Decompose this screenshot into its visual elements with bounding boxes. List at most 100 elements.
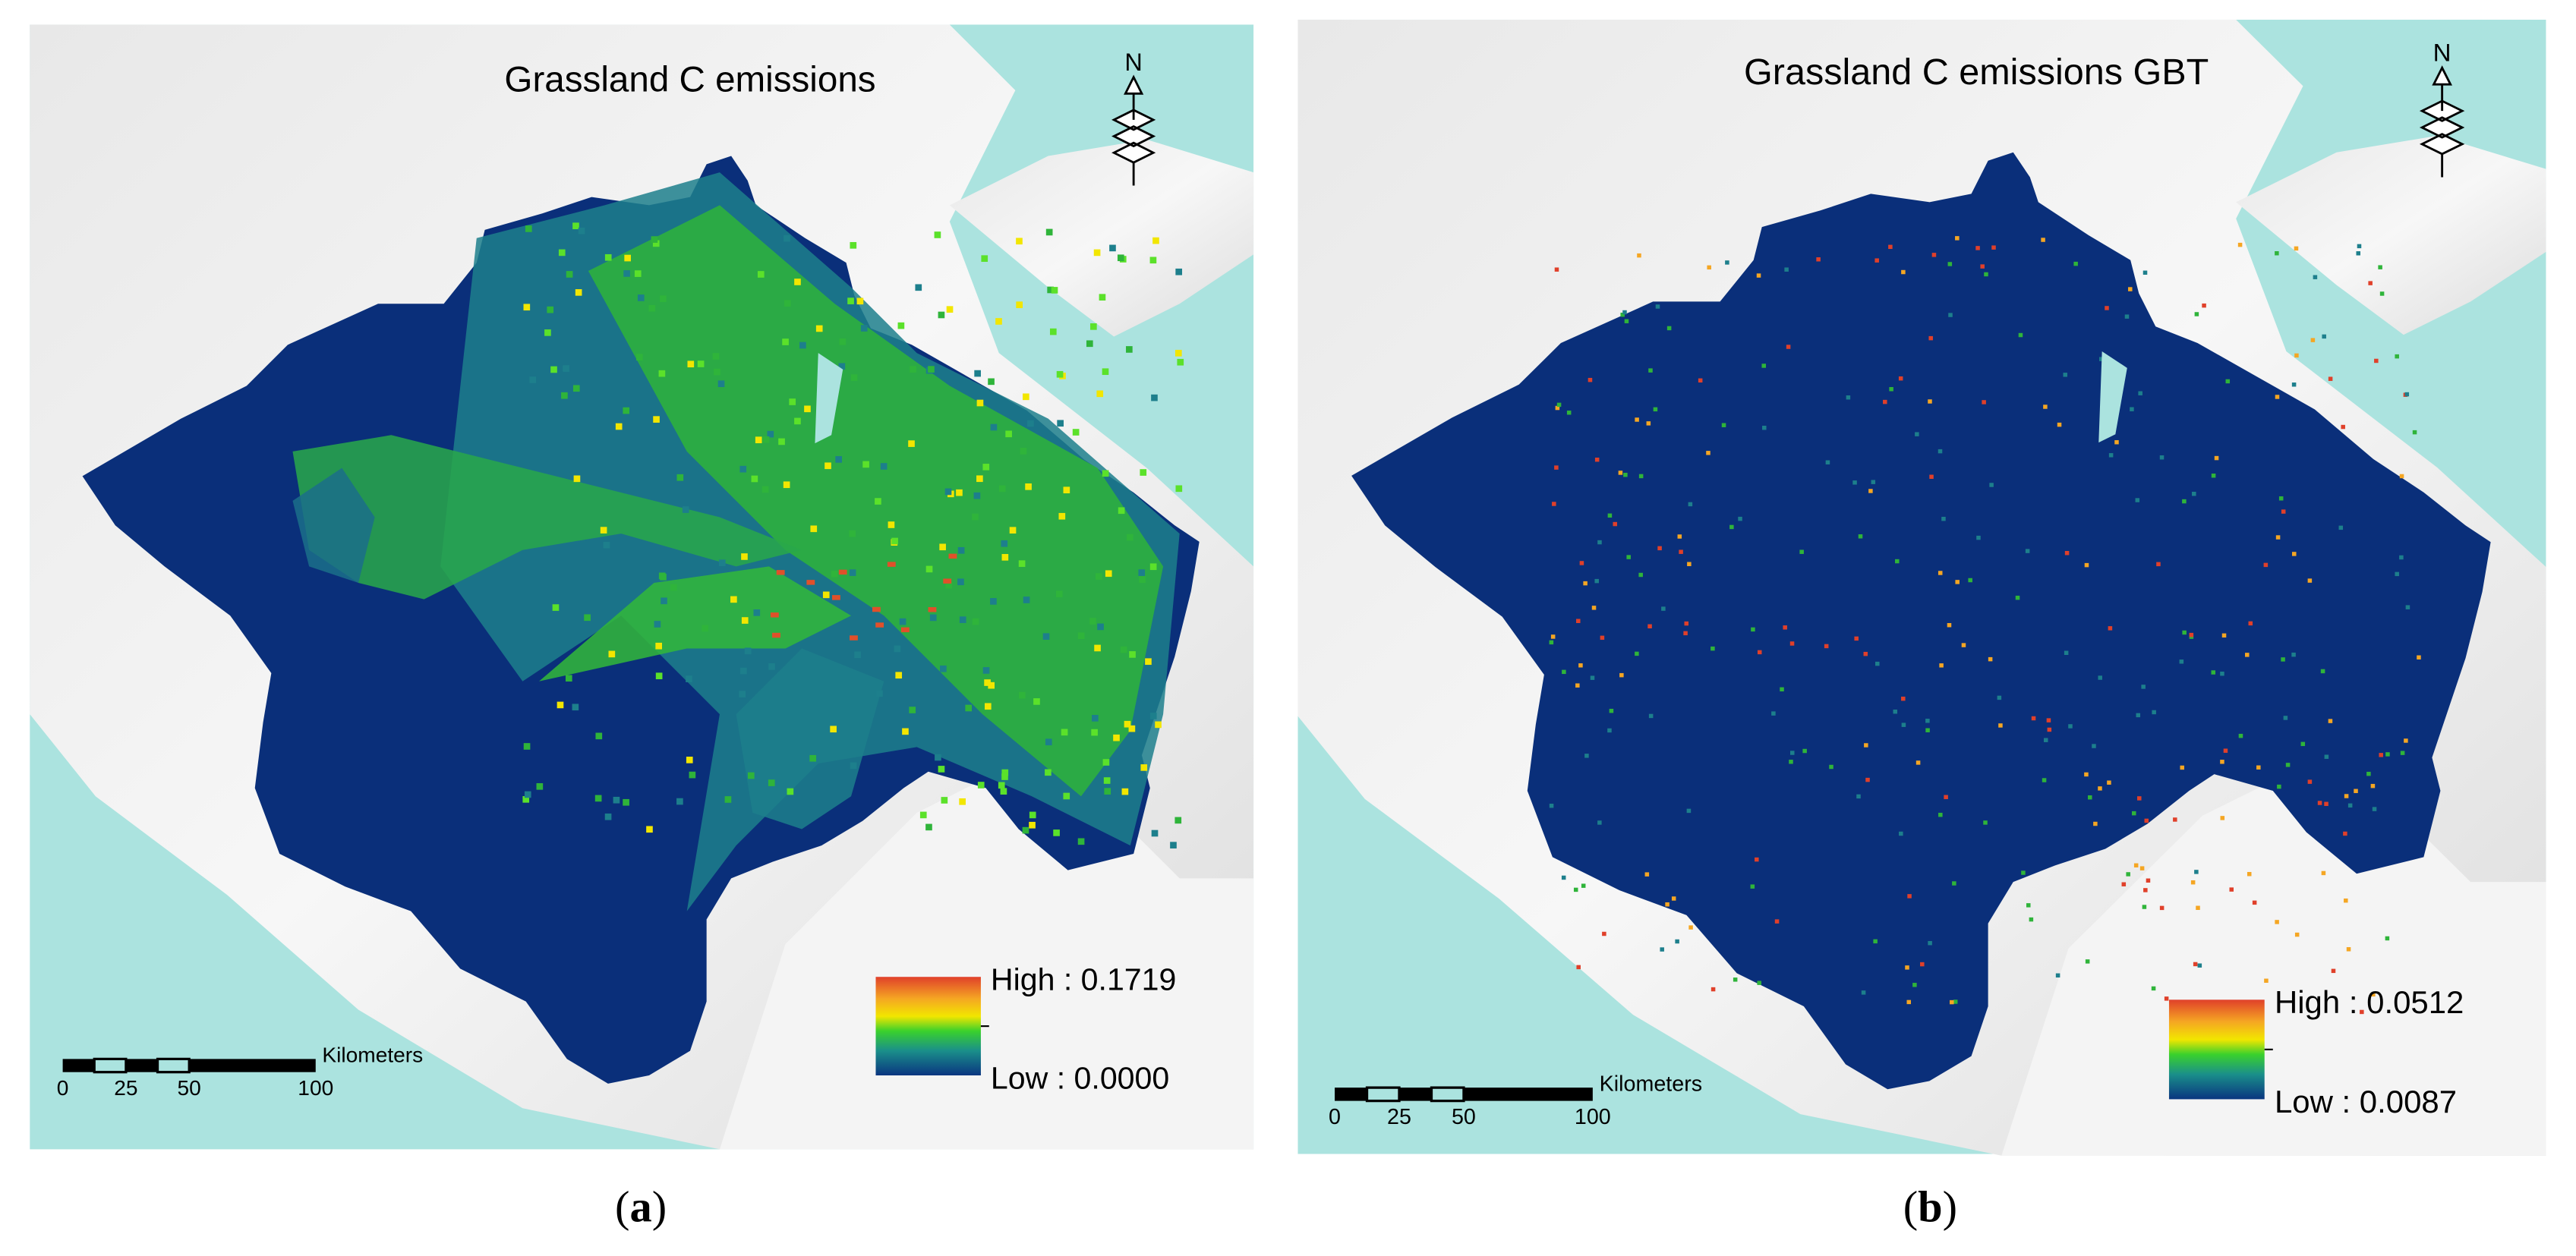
- panel-title: Grassland C emissions: [504, 60, 875, 100]
- emission-pixel: [2341, 424, 2345, 430]
- scale-segment: [93, 1057, 128, 1074]
- scale-segment: [62, 1059, 95, 1072]
- emission-pixel: [2346, 947, 2351, 952]
- emission-pixel: [686, 675, 692, 682]
- emission-pixel: [2202, 303, 2206, 308]
- emission-pixel: [2220, 671, 2224, 676]
- emission-pixel: [1016, 238, 1023, 245]
- emission-pixel: [1092, 715, 1099, 722]
- emission-pixel: [1623, 472, 1628, 477]
- emission-pixel: [686, 757, 693, 763]
- emission-pixel: [1602, 931, 1606, 936]
- emission-pixel: [557, 701, 564, 709]
- emission-pixel: [1022, 826, 1029, 834]
- scale-segment: [125, 1059, 158, 1072]
- emission-pixel: [1984, 272, 1988, 277]
- emission-pixel: [910, 366, 916, 373]
- emission-pixel: [1140, 469, 1147, 476]
- emission-pixel: [604, 813, 612, 820]
- emission-pixel: [1104, 788, 1111, 795]
- emission-pixel: [850, 241, 857, 249]
- emission-pixel: [1552, 502, 1556, 506]
- emission-pixel: [982, 464, 990, 471]
- emission-pixel: [2225, 379, 2231, 384]
- emission-pixel: [1138, 569, 1146, 576]
- emission-pixel: [1613, 521, 1617, 527]
- legend-high: High : 0.0512: [2275, 984, 2464, 1020]
- emission-pixel: [2291, 552, 2297, 556]
- emission-pixel: [1861, 990, 1866, 995]
- emission-pixel: [1103, 777, 1111, 784]
- emission-pixel: [1707, 265, 1711, 270]
- emission-pixel: [1721, 423, 1726, 427]
- study-region: [1351, 152, 2491, 1090]
- emission-pixel: [1802, 748, 1807, 754]
- emission-pixel: [1852, 480, 1857, 485]
- emission-pixel: [1980, 264, 1985, 269]
- emission-pixel: [2136, 713, 2141, 718]
- emission-pixel: [2248, 621, 2253, 626]
- map-panel: Grassland C emissions GBT N High : 0.0512 L…: [1297, 19, 2546, 1156]
- scale-label: 100: [298, 1076, 333, 1100]
- emission-pixel: [2092, 744, 2096, 748]
- emission-pixel: [2264, 978, 2269, 983]
- emission-pixel: [998, 782, 1005, 789]
- emission-pixel: [1688, 502, 1693, 507]
- emission-pixel: [1566, 411, 1572, 415]
- emission-pixel: [1864, 743, 1868, 748]
- emission-pixel: [2395, 354, 2399, 359]
- emission-pixel: [1077, 838, 1085, 845]
- emission-pixel: [988, 682, 995, 689]
- emission-pixel: [2194, 870, 2199, 874]
- emission-pixel: [573, 475, 581, 483]
- land-south: [2001, 766, 2546, 1156]
- emission-pixel: [2131, 811, 2136, 816]
- emission-pixel: [854, 651, 861, 659]
- emission-pixel: [776, 570, 785, 575]
- emission-pixel: [547, 306, 554, 313]
- emission-pixel: [2025, 549, 2030, 553]
- emission-pixel: [1955, 236, 1960, 241]
- emission-pixel: [1944, 795, 1948, 799]
- emission-pixel: [1661, 606, 1666, 611]
- caption-part: a: [630, 1182, 652, 1232]
- emission-pixel: [661, 597, 667, 605]
- emission-pixel: [1579, 561, 1584, 565]
- scale-label: 25: [1387, 1105, 1411, 1129]
- emission-pixel: [2142, 905, 2147, 909]
- emission-pixel: [1109, 244, 1116, 252]
- emission-pixel: [2399, 474, 2404, 479]
- emission-pixel: [2356, 251, 2361, 256]
- emission-pixel: [943, 578, 952, 584]
- emission-pixel: [1005, 430, 1012, 438]
- emission-pixel: [1128, 725, 1136, 732]
- emission-pixel: [2374, 358, 2379, 364]
- emission-pixel: [806, 580, 815, 585]
- emission-pixel: [544, 329, 551, 336]
- emission-pixel: [1688, 925, 1693, 930]
- legend-ramp: [2168, 999, 2265, 1100]
- emission-pixel: [1126, 346, 1133, 353]
- emission-pixel: [1906, 999, 1912, 1005]
- emission-pixel: [981, 255, 988, 263]
- emission-pixel: [1925, 719, 1930, 723]
- emission-pixel: [1057, 420, 1064, 427]
- emission-pixel: [2294, 932, 2300, 937]
- emission-pixel: [1988, 656, 1993, 662]
- emission-pixel: [2047, 727, 2052, 732]
- emission-pixel: [1576, 619, 1581, 623]
- emission-pixel: [1875, 661, 1880, 666]
- emission-pixel: [1729, 524, 1734, 530]
- emission-pixel: [909, 707, 916, 713]
- emission-pixel: [1888, 244, 1893, 250]
- emission-pixel: [2108, 453, 2114, 458]
- emission-pixel: [850, 762, 857, 770]
- emission-pixel: [1588, 377, 1593, 382]
- emission-pixel: [1858, 534, 1863, 539]
- emission-pixel: [1102, 368, 1109, 376]
- emission-pixel: [1941, 516, 1946, 521]
- emission-pixel: [1893, 709, 1898, 714]
- emission-pixel: [655, 672, 663, 680]
- land-east: [949, 139, 1254, 337]
- emission-pixel: [1090, 323, 1097, 330]
